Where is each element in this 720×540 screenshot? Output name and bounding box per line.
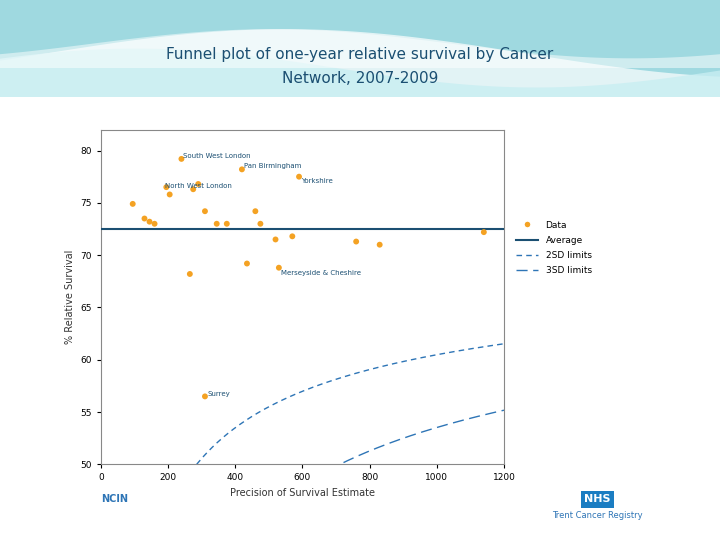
Point — [374, 240, 385, 249]
Point — [221, 219, 233, 228]
Point — [236, 165, 248, 174]
Point — [270, 235, 282, 244]
Point — [287, 232, 298, 241]
Point — [293, 172, 305, 181]
Point — [139, 214, 150, 223]
Text: NHS: NHS — [585, 494, 611, 504]
Polygon shape — [0, 29, 720, 97]
Polygon shape — [0, 49, 720, 97]
Text: Funnel plot of one-year relative survival by Cancer: Funnel plot of one-year relative surviva… — [166, 46, 554, 62]
Text: Yorkshire: Yorkshire — [301, 178, 333, 184]
Text: Pan Birmingham: Pan Birmingham — [243, 163, 301, 169]
Point — [127, 200, 138, 208]
Text: NCIN: NCIN — [101, 494, 128, 504]
Text: Surrey: Surrey — [207, 392, 230, 397]
Point — [273, 264, 284, 272]
Y-axis label: % Relative Survival: % Relative Survival — [65, 250, 75, 344]
Point — [255, 219, 266, 228]
Point — [211, 219, 222, 228]
Legend: Data, Average, 2SD limits, 3SD limits: Data, Average, 2SD limits, 3SD limits — [516, 220, 592, 275]
Point — [250, 207, 261, 215]
Text: South West London: South West London — [183, 153, 251, 159]
Point — [351, 237, 362, 246]
Point — [241, 259, 253, 268]
Point — [478, 228, 490, 237]
Text: North West London: North West London — [165, 183, 232, 189]
Point — [192, 180, 204, 188]
Point — [187, 185, 199, 193]
Text: Trent Cancer Registry: Trent Cancer Registry — [552, 511, 643, 521]
Point — [199, 207, 211, 215]
Text: Network, 2007-2009: Network, 2007-2009 — [282, 71, 438, 86]
X-axis label: Precision of Survival Estimate: Precision of Survival Estimate — [230, 488, 375, 498]
Point — [184, 269, 196, 278]
Point — [164, 190, 176, 199]
Point — [176, 154, 187, 163]
Polygon shape — [0, 29, 720, 68]
Point — [144, 217, 156, 226]
Point — [199, 392, 211, 401]
Point — [161, 183, 172, 192]
Polygon shape — [0, 0, 720, 97]
Point — [149, 219, 161, 228]
Text: Merseyside & Cheshire: Merseyside & Cheshire — [281, 270, 361, 276]
